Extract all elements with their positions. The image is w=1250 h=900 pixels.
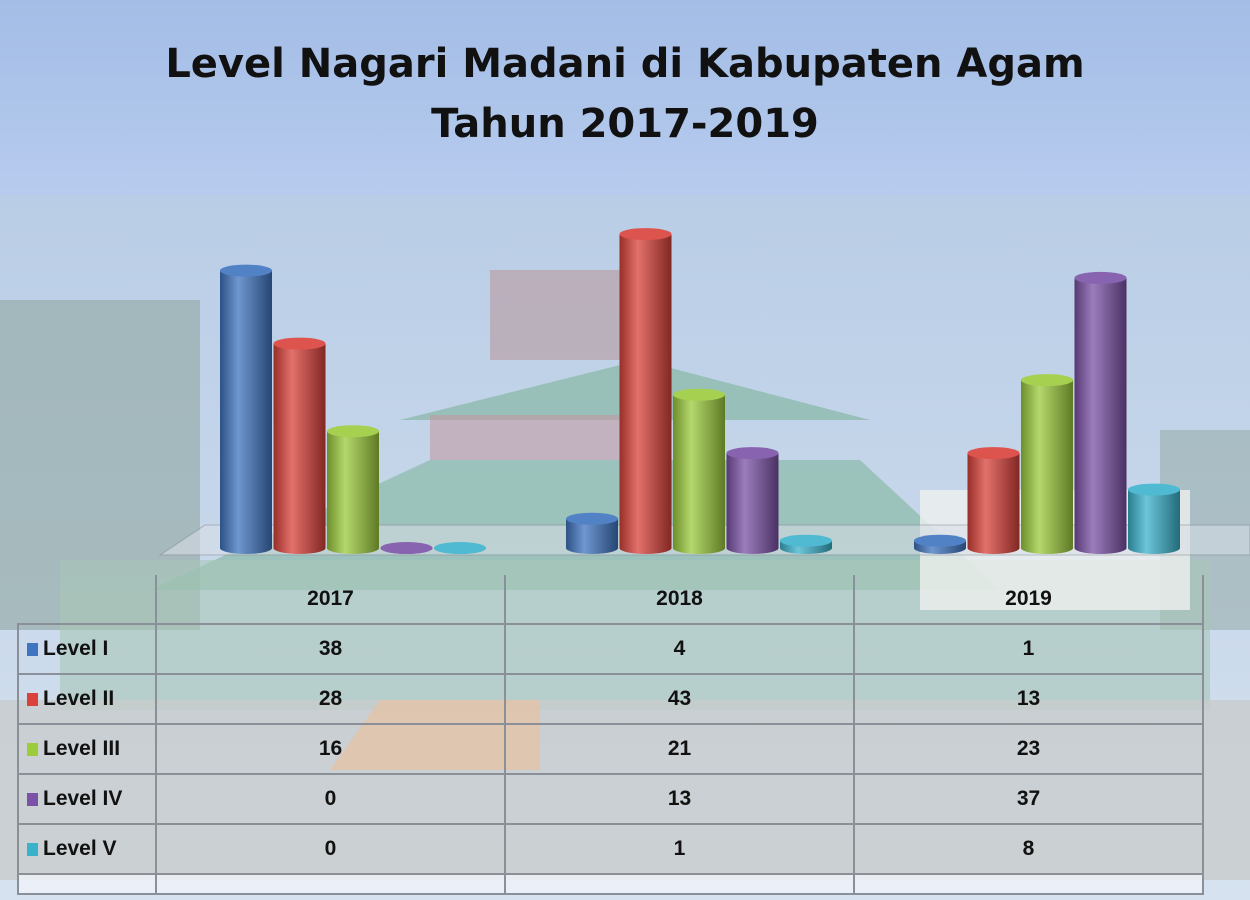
bar-cap [1021, 374, 1073, 387]
bar-body [673, 394, 725, 554]
table-cell: 1 [504, 823, 855, 875]
bar [327, 425, 379, 554]
chart-subtitle: Tahun 2017-2019 [431, 101, 819, 147]
bar-body [273, 343, 326, 554]
bar [967, 447, 1020, 554]
table-cell: 4 [504, 623, 855, 675]
table-cell: 21 [504, 723, 855, 775]
table-row: Level I 38 4 1 [17, 623, 1204, 675]
bar [780, 534, 832, 554]
bar [1074, 271, 1127, 554]
table-cell: 23 [853, 723, 1204, 775]
legend-swatch [27, 743, 38, 756]
bar [1128, 483, 1180, 554]
chart-title-band: Level Nagari Madani di Kabupaten Agam Ta… [0, 0, 1250, 195]
legend-swatch [27, 643, 38, 656]
bar-cap [566, 512, 618, 525]
column-header: 2019 [853, 575, 1204, 625]
bar-body [566, 518, 618, 554]
bar-body [619, 234, 672, 554]
bar [220, 264, 272, 554]
legend-label: Level III [43, 737, 121, 760]
bar-cap [673, 388, 725, 401]
table-cell: 13 [853, 673, 1204, 725]
bar-cap [1074, 271, 1127, 284]
bar-body [967, 453, 1020, 554]
legend-entry: Level V [17, 823, 157, 875]
table-cell: 43 [504, 673, 855, 725]
bar-cap [967, 447, 1020, 460]
legend-entry: Level I [17, 623, 157, 675]
legend-label: Level IV [43, 787, 123, 810]
table-cell: 38 [155, 623, 506, 675]
bar-cap [619, 228, 672, 241]
bar-cap [220, 264, 272, 277]
bar [1021, 374, 1073, 554]
legend-swatch [27, 793, 38, 806]
table-cell: 1 [853, 623, 1204, 675]
column-header: 2017 [155, 575, 506, 625]
bar-body [726, 453, 779, 554]
table-cell: 0 [155, 773, 506, 825]
bar-body [327, 431, 379, 554]
table-header-row: 2017 2018 2019 [18, 575, 1204, 625]
table-row: Level IV 0 13 37 [17, 773, 1204, 825]
bar [673, 388, 725, 554]
bar-cap [780, 534, 832, 547]
bar-body [220, 270, 272, 554]
bar-body [1128, 489, 1180, 554]
chart-title: Level Nagari Madani di Kabupaten Agam [165, 41, 1085, 87]
table-cell: 16 [155, 723, 506, 775]
table-cell: 8 [853, 823, 1204, 875]
legend-entry: Level III [17, 723, 157, 775]
bar-body [1074, 277, 1127, 554]
bar-cap [380, 542, 433, 554]
legend-label: Level V [43, 837, 117, 860]
legend-label: Level I [43, 637, 109, 660]
legend-swatch [27, 843, 38, 856]
bar-cap [434, 542, 486, 554]
bar [726, 447, 779, 554]
bar-cap [914, 534, 966, 547]
table-row: Level II 28 43 13 [17, 673, 1204, 725]
legend-entry: Level II [17, 673, 157, 725]
table-cell: 28 [155, 673, 506, 725]
column-header: 2018 [504, 575, 855, 625]
bar [380, 542, 433, 554]
bar [273, 337, 326, 554]
bar-cap [327, 425, 379, 438]
data-table: 2017 2018 2019 Level I 38 4 1 Level II 28 43 13… [17, 575, 1204, 895]
bar [434, 542, 486, 554]
table-corner [18, 575, 157, 625]
legend-entry: Level IV [17, 773, 157, 825]
table-cell: 37 [853, 773, 1204, 825]
bar-cap [726, 447, 779, 460]
legend-swatch [27, 693, 38, 706]
bar [566, 512, 618, 554]
table-cell: 13 [504, 773, 855, 825]
table-cell: 0 [155, 823, 506, 875]
bar [914, 534, 966, 554]
bar-cap [1128, 483, 1180, 496]
bar [619, 228, 672, 554]
bar-cap [273, 337, 326, 350]
legend-label: Level II [43, 687, 115, 710]
table-row: Level III 16 21 23 [17, 723, 1204, 775]
bar-body [1021, 380, 1073, 554]
